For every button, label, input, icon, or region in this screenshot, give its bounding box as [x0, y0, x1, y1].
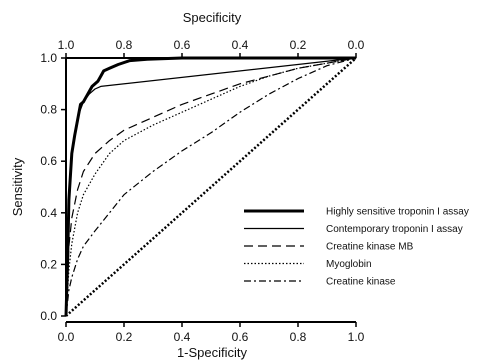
legend-label: Creatine kinase MB: [326, 242, 414, 253]
legend-label: Contemporary troponin I assay: [326, 224, 463, 235]
x-tick-label: 0.8: [290, 330, 307, 344]
top-tick-label: 0.4: [232, 38, 249, 52]
axes: 0.0 0.2 0.4 0.6 0.8 1.01.0 0.8 0.6 0.4 0.2 0.00.00…: [40, 38, 364, 344]
legend-label: Creatine kinase: [326, 277, 396, 288]
y-tick-label: 0.6: [40, 154, 57, 168]
series-line-creatine-kinase: [65, 57, 357, 317]
y-tick-label: 0.2: [40, 257, 57, 271]
top-tick-label: 0.6: [174, 38, 191, 52]
y-tick-label: 0.0: [40, 309, 57, 323]
x-tick-label: 0.0: [58, 330, 75, 344]
legend: Highly sensitive troponin I assay Contemp…: [244, 207, 469, 288]
left-axis-title: Sensitivity: [10, 157, 25, 216]
top-tick-label: 0.0: [348, 38, 365, 52]
top-tick-label: 0.8: [116, 38, 133, 52]
top-tick-label: 1.0: [58, 38, 75, 52]
legend-label: Highly sensitive troponin I assay: [326, 207, 469, 218]
y-tick-label: 1.0: [40, 51, 57, 65]
series-layer: [64, 56, 357, 317]
bottom-axis-title: 1-Specificity: [177, 345, 248, 360]
y-tick-label: 0.4: [40, 206, 57, 220]
x-tick-label: 0.4: [174, 330, 191, 344]
x-tick-label: 0.2: [116, 330, 133, 344]
series-line-contemporary-troponin-i-assay: [65, 57, 357, 317]
series-line-creatine-kinase-mb: [65, 57, 357, 317]
series-line-reference-diagonal: [65, 57, 357, 317]
top-tick-label: 0.2: [290, 38, 307, 52]
y-tick-label: 0.8: [40, 103, 57, 117]
top-axis-title: Specificity: [183, 10, 242, 25]
legend-label: Myoglobin: [326, 259, 372, 270]
x-tick-label: 1.0: [348, 330, 365, 344]
x-tick-label: 0.6: [232, 330, 249, 344]
series-line-myoglobin: [65, 57, 357, 317]
